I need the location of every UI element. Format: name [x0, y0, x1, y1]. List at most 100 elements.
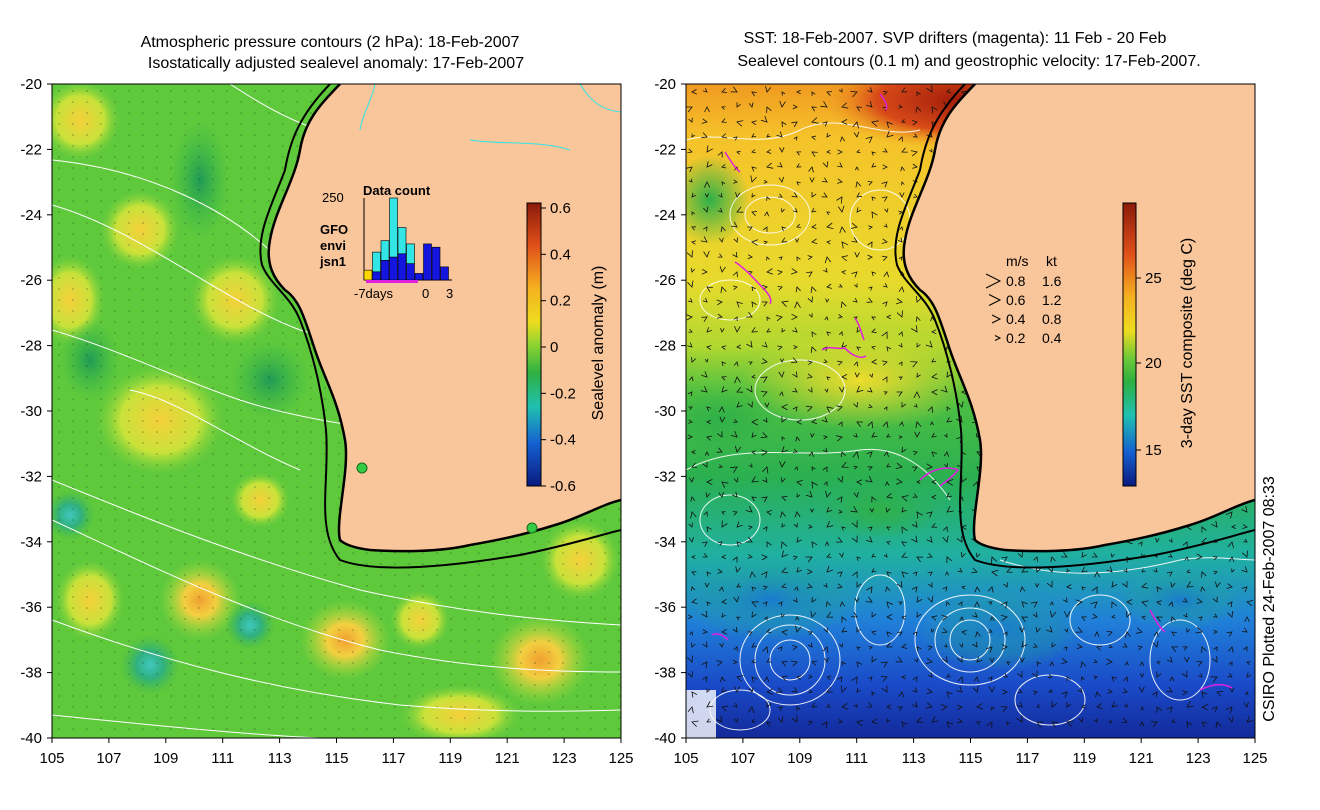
velocity-arrow [866, 586, 873, 594]
velocity-arrow [865, 536, 873, 543]
velocity-arrow [884, 208, 889, 213]
tide-gauge-marker [526, 522, 538, 534]
velocity-arrow [702, 297, 708, 303]
velocity-arrow [1080, 661, 1087, 668]
y-tick-label: -20 [654, 76, 676, 93]
velocity-arrow [915, 421, 922, 429]
velocity-arrow [793, 522, 798, 528]
velocity-arrow [691, 357, 696, 363]
velocity-arrow [869, 373, 873, 378]
velocity-arrow [823, 627, 828, 633]
velocity-arrow [1032, 643, 1038, 648]
velocity-arrow [687, 342, 693, 348]
inset-bar-envi [372, 251, 381, 273]
velocity-arrow [856, 688, 861, 693]
velocity-arrow [883, 391, 888, 395]
velocity-arrow [766, 196, 771, 201]
velocity-arrow [867, 87, 873, 93]
velocity-arrow [871, 196, 876, 201]
velocity-arrow [1241, 586, 1248, 593]
velocity-arrow [1196, 553, 1203, 560]
velocity-arrow [916, 556, 924, 563]
velocity-arrow [751, 193, 756, 198]
velocity-arrow [717, 207, 723, 213]
velocity-arrow [957, 656, 963, 663]
y-tick-label: -24 [654, 207, 676, 224]
velocity-arrow [840, 301, 847, 309]
velocity-arrow [943, 451, 949, 457]
velocity-arrow [720, 327, 725, 333]
velocity-arrow [925, 702, 933, 709]
velocity-arrow [794, 238, 800, 243]
velocity-arrow [838, 386, 845, 393]
velocity-arrow [886, 130, 894, 138]
velocity-arrow [1241, 550, 1248, 558]
velocity-arrow [732, 627, 738, 633]
velocity-arrow [1033, 556, 1038, 562]
velocity-arrow [777, 286, 783, 291]
velocity-arrow [732, 271, 738, 278]
velocity-arrow [751, 432, 757, 438]
velocity-arrow [976, 656, 983, 663]
velocity-arrow [688, 178, 693, 183]
velocity-arrow [691, 226, 697, 231]
velocity-arrow [717, 568, 723, 574]
velocity-arrow [761, 358, 768, 364]
velocity-arrow [931, 106, 938, 114]
velocity-arrow [688, 406, 693, 411]
velocity-arrow [823, 267, 828, 273]
velocity-arrow [1201, 571, 1207, 578]
velocity-arrow [1141, 582, 1149, 589]
velocity-arrow [778, 193, 783, 198]
velocity-arrow [701, 661, 708, 669]
velocity-arrow [719, 416, 726, 423]
velocity-arrow [1150, 721, 1158, 728]
velocity-arrow [736, 675, 744, 682]
velocity-arrow [1036, 703, 1041, 708]
velocity-arrow [733, 237, 738, 243]
velocity-arrow [1002, 673, 1008, 678]
y-tick-label: -32 [20, 468, 42, 485]
velocity-arrow [796, 567, 802, 573]
velocity-arrow [871, 718, 878, 725]
velocity-arrow [766, 268, 774, 275]
velocity-arrow [781, 226, 787, 232]
velocity-arrow [856, 661, 863, 668]
velocity-arrow [1021, 601, 1028, 608]
velocity-arrow [811, 117, 819, 124]
velocity-arrow [766, 149, 772, 154]
velocity-arrow [957, 567, 963, 573]
velocity-arrow [925, 657, 933, 665]
velocity-arrow [1181, 690, 1188, 696]
velocity-arrow [913, 391, 921, 399]
velocity-arrow [791, 313, 798, 321]
velocity-arrow [703, 511, 708, 517]
velocity-arrow [687, 148, 693, 153]
x-tick-label: 109 [153, 750, 178, 767]
velocity-arrow [687, 706, 694, 714]
velocity-arrow [807, 387, 813, 393]
velocity-arrow [854, 166, 859, 171]
velocity-arrow [927, 571, 933, 577]
velocity-arrow [972, 641, 978, 648]
velocity-arrow [899, 421, 904, 427]
velocity-arrow [826, 521, 834, 528]
velocity-arrow [1123, 568, 1128, 573]
velocity-arrow [871, 568, 877, 573]
velocity-arrow [763, 616, 768, 621]
inset-legend-item: GFO [320, 222, 348, 237]
velocity-arrow [1241, 506, 1248, 513]
x-tick-label: 119 [438, 750, 462, 767]
velocity-arrow [1169, 676, 1175, 682]
velocity-arrow [764, 402, 770, 408]
velocity-arrow [733, 596, 740, 603]
velocity-arrow [706, 327, 712, 333]
velocity-arrow [732, 702, 738, 708]
velocity-arrow [1186, 581, 1194, 588]
sealevel-contour [686, 122, 921, 141]
inset-bar-jsn1 [414, 273, 424, 281]
velocity-arrow [826, 406, 834, 414]
velocity-arrow [796, 537, 802, 543]
velocity-arrow [1107, 688, 1113, 694]
velocity-arrow [824, 388, 829, 393]
